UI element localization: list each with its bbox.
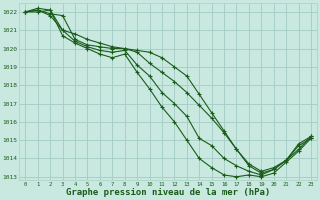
X-axis label: Graphe pression niveau de la mer (hPa): Graphe pression niveau de la mer (hPa) bbox=[66, 188, 270, 197]
